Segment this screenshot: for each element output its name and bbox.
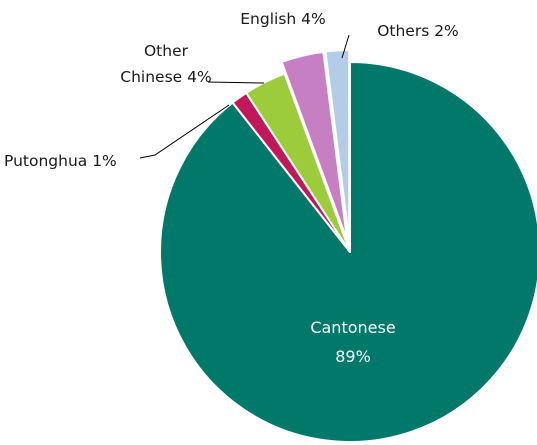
pie-slices (159, 49, 537, 443)
label-cantonese-name: Cantonese (310, 318, 395, 337)
label-other-chinese-line2: Chinese 4% (120, 68, 211, 86)
slice-english (280, 50, 349, 242)
slice-cantonese (159, 61, 537, 443)
label-other-chinese-line1: Other (144, 42, 189, 60)
label-cantonese-value: 89% (335, 347, 371, 366)
leader-others (341, 34, 350, 59)
label-putonghua: Putonghua 1% (4, 152, 117, 170)
slice-other-chinese (245, 72, 351, 253)
leader-putonghua (139, 104, 230, 159)
label-english: English 4% (240, 10, 326, 28)
leader-other-chinese (207, 81, 265, 84)
label-others: Others 2% (377, 22, 459, 40)
slice-others (324, 49, 351, 242)
